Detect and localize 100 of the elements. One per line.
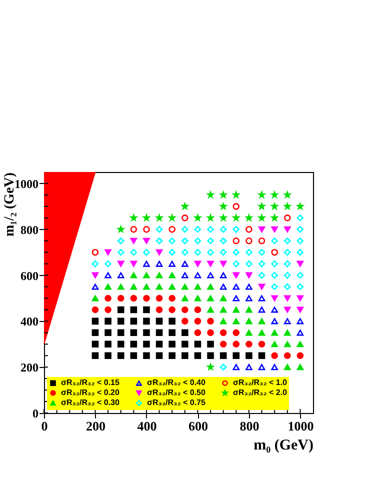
point	[220, 329, 227, 336]
point	[232, 284, 240, 290]
point	[182, 214, 188, 222]
point	[168, 284, 176, 290]
point	[271, 330, 278, 336]
point	[296, 283, 304, 290]
point	[194, 352, 202, 360]
point	[232, 340, 240, 348]
point	[168, 248, 176, 256]
point	[271, 341, 278, 348]
point	[207, 329, 214, 336]
x-tick-label: 200	[86, 418, 106, 434]
point	[246, 352, 252, 360]
point	[220, 295, 227, 302]
point	[104, 318, 112, 325]
point	[117, 237, 124, 244]
point	[232, 272, 240, 278]
point	[156, 237, 163, 244]
point	[246, 340, 252, 348]
point	[258, 260, 266, 268]
point	[258, 340, 266, 348]
point	[194, 260, 202, 267]
point	[246, 237, 252, 244]
point	[207, 295, 214, 302]
point	[207, 306, 214, 313]
point	[168, 272, 176, 278]
point	[284, 341, 291, 348]
point	[296, 295, 304, 302]
point	[220, 237, 227, 244]
point	[182, 352, 188, 360]
point	[156, 306, 163, 314]
point	[104, 329, 112, 336]
point	[104, 352, 112, 360]
point	[207, 318, 214, 325]
point	[182, 226, 188, 233]
point	[156, 352, 163, 360]
point	[143, 306, 150, 314]
point	[246, 330, 252, 336]
point	[143, 340, 150, 348]
point	[220, 260, 227, 267]
point	[117, 284, 124, 290]
point	[156, 249, 163, 256]
point	[284, 272, 291, 279]
point	[182, 318, 188, 325]
point	[182, 260, 188, 267]
point	[168, 294, 176, 302]
point	[271, 260, 278, 268]
point	[92, 306, 99, 314]
point	[220, 284, 227, 290]
point	[156, 260, 163, 267]
point	[117, 318, 124, 325]
point	[182, 284, 188, 290]
point	[284, 260, 291, 268]
point	[130, 294, 138, 302]
point	[130, 352, 138, 360]
point	[220, 318, 227, 324]
point	[117, 248, 124, 256]
point	[232, 237, 240, 244]
point	[271, 306, 278, 313]
legend-label: σR₃₂/R₃₂ < 0.50	[147, 388, 206, 397]
point	[271, 237, 278, 244]
point	[104, 260, 112, 268]
point	[104, 306, 112, 314]
point	[232, 295, 240, 302]
point	[296, 330, 304, 336]
point	[130, 340, 138, 348]
point	[220, 340, 227, 348]
x-tick-label: 400	[137, 418, 157, 434]
point	[232, 260, 240, 268]
point	[130, 318, 138, 325]
point	[246, 260, 252, 268]
point	[220, 306, 227, 313]
x-tick-label: 600	[188, 418, 208, 434]
legend-label: σR₃₂/R₃₂ < 0.15	[61, 378, 120, 388]
point	[220, 364, 227, 370]
point	[296, 237, 304, 244]
point	[143, 329, 150, 336]
point	[207, 226, 214, 233]
point	[130, 226, 138, 233]
x-tick-label: 0	[41, 418, 48, 434]
x-tick-label: 800	[240, 418, 260, 434]
point	[258, 237, 266, 244]
point	[296, 364, 304, 370]
point	[207, 237, 214, 244]
point	[156, 284, 163, 290]
point	[258, 272, 266, 279]
point	[117, 260, 124, 267]
point	[296, 306, 304, 313]
point	[194, 248, 202, 256]
point	[130, 260, 138, 267]
point	[271, 318, 278, 324]
point	[168, 329, 176, 336]
point	[168, 318, 176, 325]
point	[92, 284, 99, 290]
point	[207, 260, 214, 267]
point	[130, 284, 138, 290]
point	[156, 340, 163, 348]
point	[143, 248, 150, 256]
point	[182, 329, 188, 336]
point	[220, 272, 227, 278]
